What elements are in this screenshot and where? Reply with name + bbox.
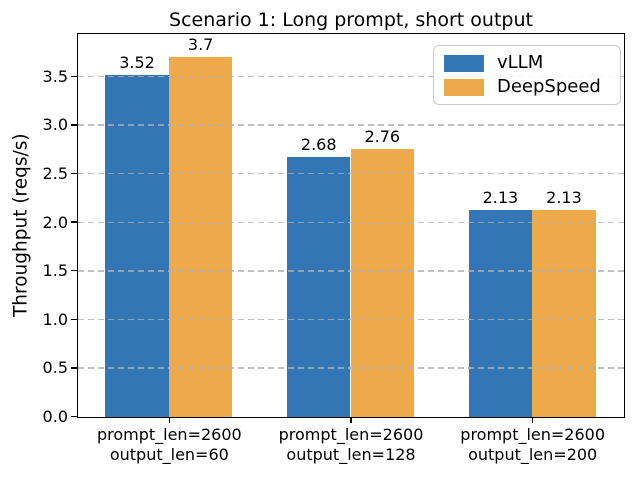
x-axis-tick [531,418,534,423]
y-axis-tick [71,75,77,78]
y-axis-tick [71,172,77,175]
gridline [78,221,624,223]
x-tick-label: prompt_len=2600 output_len=128 [259,425,443,465]
y-axis-tick [71,269,77,272]
y-tick-label: 1.0 [42,309,68,329]
x-tick-label-line2: output_len=128 [286,445,416,464]
y-axis-tick [71,415,77,418]
gridline [78,124,624,126]
legend-label-deepspeed: DeepSpeed [497,76,601,97]
y-tick-label: 0.5 [42,358,68,378]
bar-vllm [105,74,169,417]
chart-title: Scenario 1: Long prompt, short output [169,9,533,31]
y-tick-label: 2.0 [42,212,68,232]
x-tick-label-line1: prompt_len=2600 [278,425,424,444]
bar-vllm [286,156,351,417]
bar-value-label: 2.76 [364,126,401,146]
y-axis-tick [71,318,77,321]
vllm-color-swatch [444,54,484,72]
y-tick-label: 1.5 [42,261,68,281]
x-axis-tick [350,418,352,423]
bar-value-label: 2.13 [546,187,582,207]
bar-deepspeed [350,148,415,417]
y-tick-label: 0.0 [42,407,68,426]
x-tick-label-line2: output_len=200 [468,445,598,464]
gridline [78,367,624,369]
gridline [78,75,624,78]
gridline [78,270,624,272]
y-tick-label: 2.5 [42,163,68,183]
y-tick-label: 3.0 [42,115,68,135]
bar-value-label: 3.7 [187,35,214,55]
legend: vLLM DeepSpeed [433,45,621,105]
bar-value-label: 2.13 [482,187,519,207]
x-tick-label-line2: output_len=60 [109,445,229,464]
plot-area: vLLM DeepSpeed 3.52 3.7 2.68 2.76 2.13 2.13 [77,33,625,418]
bar-vllm [468,209,533,417]
x-axis-tick [168,418,171,423]
x-tick-label: prompt_len=2600 output_len=60 [77,425,261,465]
deepspeed-color-swatch [444,78,484,96]
bar-value-label: 2.68 [300,134,337,154]
x-tick-label-line1: prompt_len=2600 [460,425,606,444]
gridline [78,172,624,175]
bar-value-label: 3.52 [119,52,155,72]
y-axis-tick [71,124,77,126]
bar-deepspeed [168,57,233,417]
x-tick-label: prompt_len=2600 output_len=200 [441,425,625,465]
y-tick-label: 3.5 [42,66,68,86]
y-axis-tick [71,367,77,369]
bar-deepspeed [532,209,596,417]
y-axis-tick [71,221,77,223]
x-tick-label-line1: prompt_len=2600 [96,425,242,444]
legend-item-vllm: vLLM [444,51,610,75]
gridline [78,318,624,321]
legend-item-deepspeed: DeepSpeed [444,75,610,99]
legend-label-vllm: vLLM [497,52,544,73]
